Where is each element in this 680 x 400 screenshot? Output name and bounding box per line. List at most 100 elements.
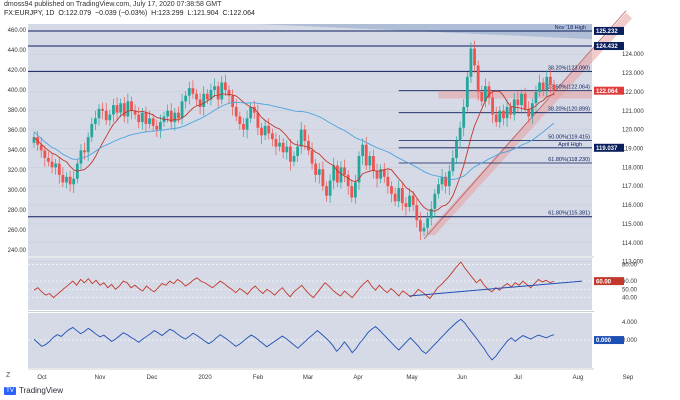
candle-body	[437, 184, 440, 194]
x-axis-tick: Nov	[95, 375, 106, 381]
candle-body	[444, 176, 448, 187]
candle-body	[303, 129, 307, 141]
candle-body	[281, 142, 285, 153]
candle-body	[184, 95, 188, 102]
candle-body	[68, 176, 72, 185]
candle-body	[404, 203, 408, 207]
candle-body	[541, 82, 545, 91]
candle-body	[144, 112, 148, 124]
level-label: April High	[558, 142, 582, 148]
candle-body	[101, 108, 105, 111]
tradingview-brand[interactable]: TV TradingView	[4, 386, 63, 395]
candle-body	[350, 186, 354, 198]
candle-body	[299, 129, 303, 147]
candle-body	[227, 90, 231, 96]
candle-body	[476, 65, 480, 92]
candle-body	[108, 114, 112, 121]
candle-body	[447, 171, 451, 187]
x-axis-tick: Jul	[514, 375, 522, 381]
candle-body	[465, 76, 469, 107]
candle-body	[133, 110, 137, 115]
level-label: 50.00%(119.415)	[548, 135, 590, 141]
candle-body	[505, 106, 509, 119]
candle-body	[223, 82, 227, 91]
candle-body	[238, 116, 242, 124]
candle-body	[509, 106, 513, 115]
osc-axis-tick: 0.000	[622, 338, 638, 344]
x-axis-tick: May	[406, 375, 417, 381]
candle-body	[187, 88, 191, 96]
candle-body	[256, 112, 260, 128]
zoom-reset-button[interactable]: Z	[6, 372, 11, 379]
level-label: 38.20%(123.090)	[548, 65, 590, 71]
level-label: 23.60%(122.064)	[548, 85, 590, 91]
candle-body	[122, 103, 126, 117]
candle-body	[39, 144, 43, 151]
candle-body	[231, 95, 235, 107]
candle-body	[65, 176, 68, 183]
candle-body	[245, 118, 249, 130]
candle-body	[130, 101, 133, 111]
candle-body	[527, 108, 531, 117]
ascending-trendline	[423, 10, 627, 240]
left-axis-tick: 440.00	[8, 48, 27, 54]
change-value: −0.039 (−0.03%)	[95, 10, 148, 17]
candle-body	[220, 82, 224, 100]
left-axis-tick: 260.00	[8, 228, 27, 234]
candle-body	[119, 103, 123, 113]
published-by-line: dmoss94 published on TradingView.com, Ju…	[4, 1, 222, 8]
candle-body	[502, 110, 505, 119]
candle-body	[382, 169, 386, 177]
tradingview-logo-icon: TV	[4, 386, 16, 395]
right-axis-tick: 124.000	[622, 52, 644, 58]
candle-body	[54, 163, 58, 168]
right-axis-tick: 120.000	[622, 128, 644, 134]
candle-body	[180, 101, 184, 119]
left-axis-tick: 420.00	[8, 68, 27, 74]
candle-body	[375, 171, 379, 179]
candle-body	[440, 176, 444, 185]
candle-body	[249, 106, 253, 119]
symbol-ohlc-line: FX:EURJPY, 1D O:122.079 −0.039 (−0.03%) …	[4, 10, 257, 17]
x-axis-tick: Dec	[147, 375, 158, 381]
symbol-label[interactable]: FX:EURJPY, 1D	[4, 10, 55, 17]
left-axis-tick: 340.00	[8, 148, 27, 154]
candle-body	[169, 110, 173, 123]
right-axis-tick: 122.000	[622, 90, 644, 96]
candle-body	[516, 99, 520, 106]
candle-body	[32, 137, 36, 143]
high-value: H:123.299	[151, 10, 184, 17]
left-axis-tick: 240.00	[8, 248, 27, 254]
right-axis-tick: 114.000	[622, 241, 644, 247]
candle-body	[473, 48, 476, 66]
close-value: C:122.064	[222, 10, 255, 17]
candle-body	[339, 167, 343, 183]
support-zone	[438, 90, 592, 99]
candle-body	[455, 140, 458, 158]
price-tag-bg	[594, 42, 624, 51]
candle-body	[491, 97, 495, 115]
candle-body	[346, 174, 350, 187]
candle-body	[307, 140, 310, 151]
ascending-channel	[424, 12, 632, 236]
candle-body	[451, 157, 455, 172]
candle-body	[97, 108, 101, 119]
level-label: 61.80%(118.230)	[548, 157, 590, 163]
left-axis-tick: 280.00	[8, 208, 27, 214]
rsi-current-tag-bg	[594, 277, 624, 286]
x-axis-tick: Sep	[623, 375, 634, 381]
candle-body	[112, 105, 115, 115]
candle-body	[263, 125, 267, 136]
candle-body	[158, 122, 162, 130]
left-axis-tick: 400.00	[8, 88, 27, 94]
osc-current-tag-bg	[594, 336, 624, 345]
candle-body	[93, 118, 97, 124]
candle-body	[104, 110, 108, 121]
candle-body	[213, 86, 216, 91]
candle-body	[126, 101, 130, 117]
candle-body	[314, 163, 318, 175]
candle-body	[43, 150, 47, 158]
candle-body	[328, 180, 332, 196]
candle-body	[151, 118, 155, 126]
